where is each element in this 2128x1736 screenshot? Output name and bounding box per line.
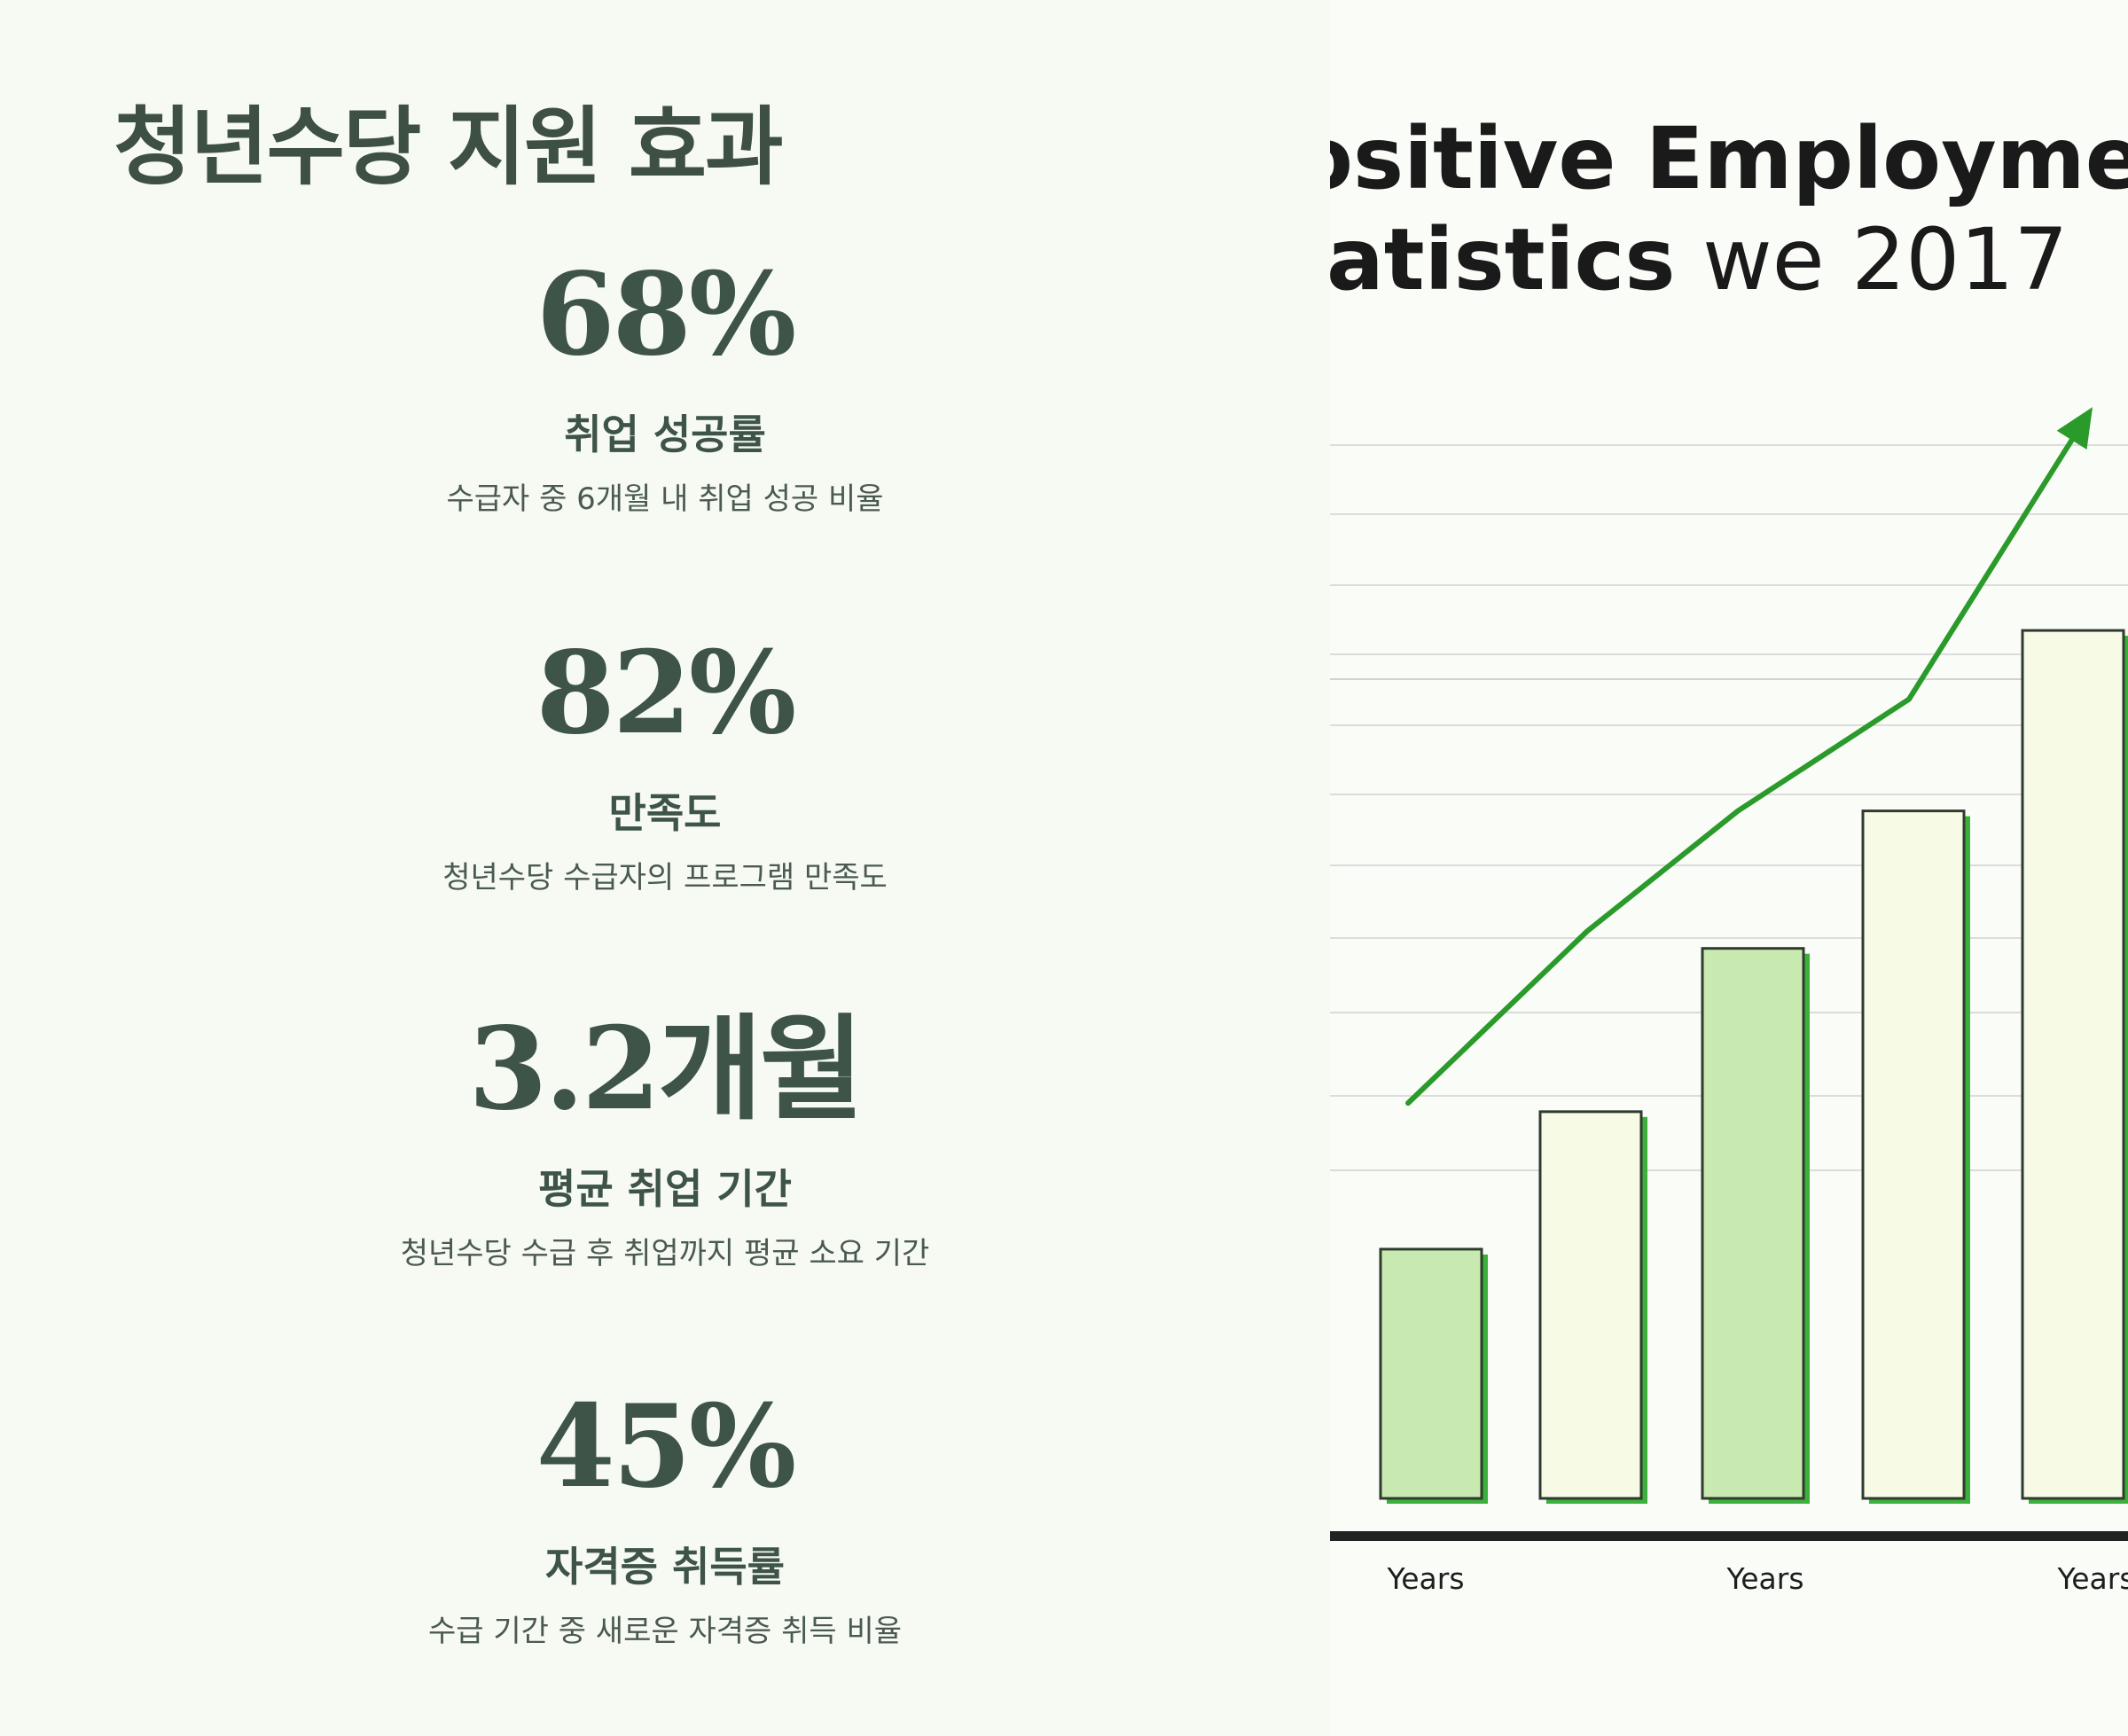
- stat-description: 청년수당 수급 후 취업까지 평균 소요 기간: [400, 1236, 930, 1271]
- stat-value: 82%: [536, 627, 797, 760]
- stat-employment-rate: 68% 취업 성공률 수급자 중 6개월 내 취업 성공 비율: [266, 248, 1064, 518]
- x-tick-label: Years: [2056, 1561, 2128, 1596]
- page-title: 청년수당 지원 효과: [113, 98, 783, 197]
- stat-description: 청년수당 수급자의 프로그램 만족도: [442, 860, 888, 895]
- chart-title-line-2-bold: atistics: [1330, 210, 1676, 309]
- chart-x-axis: [1330, 1531, 2128, 1541]
- stat-value: 3.2개월: [468, 1003, 864, 1136]
- bar: [2021, 629, 2125, 1500]
- chart-bars: [1379, 629, 2128, 1504]
- bar: [1861, 809, 1966, 1500]
- chart-title-line-1: ositive Employmen: [1330, 109, 2128, 208]
- stat-label: 자격증 취득률: [545, 1543, 785, 1591]
- stat-label: 취업 성공률: [564, 411, 766, 458]
- chart-title-line-2: atistics we 2017: [1330, 210, 2068, 309]
- chart-title-line-1-text: ositive Employmen: [1330, 109, 2128, 208]
- bar: [1538, 1110, 1643, 1500]
- chart-trend: [1405, 407, 2093, 1107]
- stats-panel: 청년수당 지원 효과 68% 취업 성공률 수급자 중 6개월 내 취업 성공 …: [113, 98, 1064, 1650]
- stat-label: 평균 취업 기간: [538, 1165, 792, 1213]
- bar: [1379, 1247, 1483, 1500]
- x-tick-label: Years: [1386, 1561, 1464, 1596]
- x-tick-label: Years: [1725, 1561, 1803, 1596]
- stat-value: 68%: [536, 248, 797, 381]
- stat-satisfaction: 82% 만족도 청년수당 수급자의 프로그램 만족도: [266, 627, 1064, 896]
- stat-description: 수급 기간 중 새로운 자격증 취득 비율: [427, 1614, 903, 1649]
- employment-bar-chart: ositive Employmen atistics we 2017 Years…: [1330, 109, 2128, 1596]
- stat-certificate-rate: 45% 자격증 취득률 수급 기간 중 새로운 자격증 취득 비율: [266, 1380, 1064, 1650]
- trend-line: [1405, 424, 2084, 1107]
- trend-arrowhead: [2056, 407, 2093, 450]
- chart-tick-labels: Years Years Years: [1386, 1561, 2128, 1596]
- bar: [1701, 947, 1805, 1500]
- chart-title-line-2-regular: we 2017: [1676, 210, 2069, 309]
- stat-avg-employment-period: 3.2개월 평균 취업 기간 청년수당 수급 후 취업까지 평균 소요 기간: [266, 1003, 1064, 1272]
- stat-label: 만족도: [608, 789, 722, 837]
- stat-value: 45%: [536, 1380, 797, 1513]
- chart-image-panel: ositive Employmen atistics we 2017 Years…: [1330, 0, 2128, 1736]
- stat-description: 수급자 중 6개월 내 취업 성공 비율: [446, 481, 884, 517]
